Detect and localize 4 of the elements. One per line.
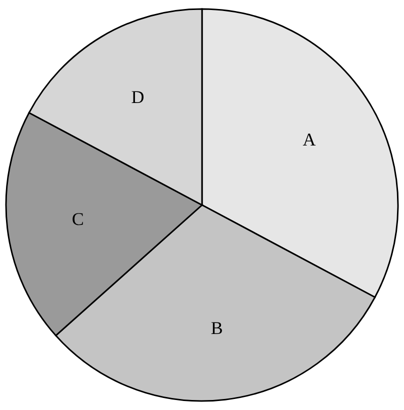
slice-label: C xyxy=(72,208,84,229)
slice-label: D xyxy=(131,86,144,107)
slice-label: B xyxy=(210,318,223,338)
slice-label: A xyxy=(302,130,316,150)
